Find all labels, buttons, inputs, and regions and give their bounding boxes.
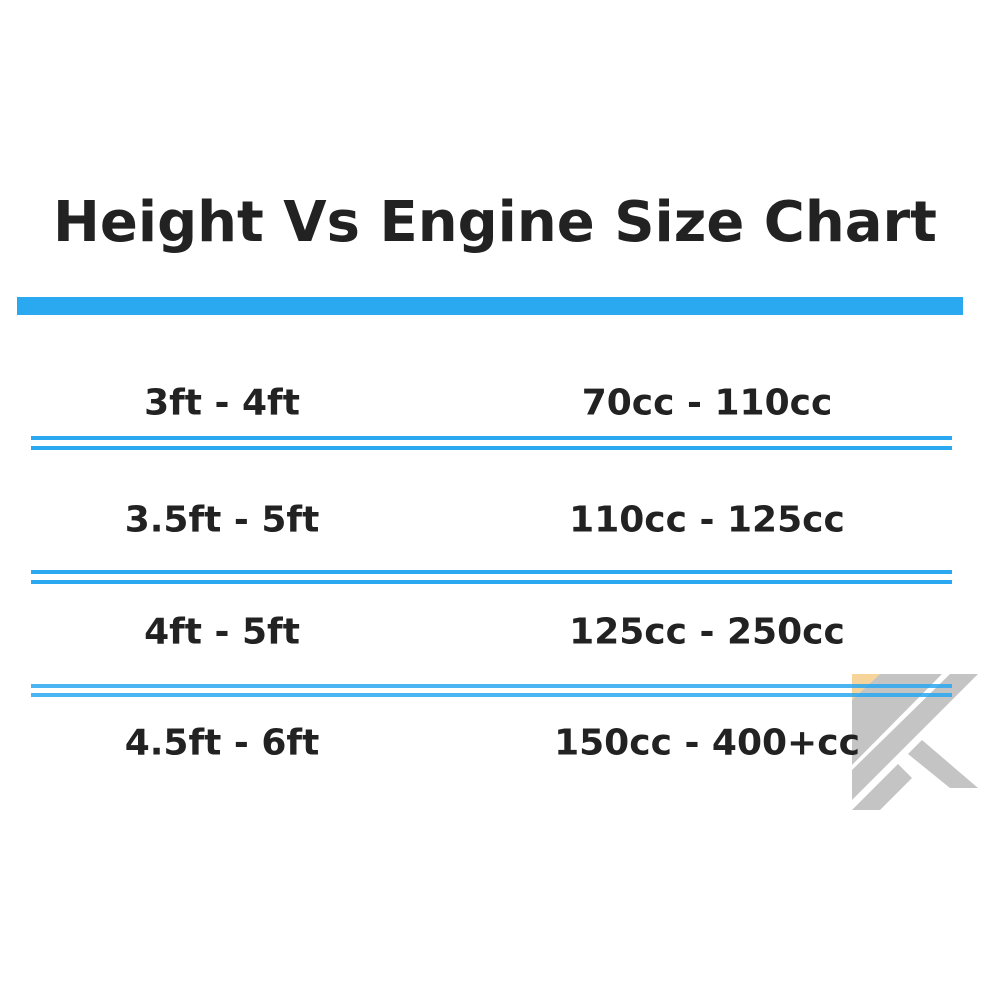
row-divider — [31, 570, 952, 574]
row-divider — [31, 436, 952, 440]
table-cell-height: 4.5ft - 6ft — [124, 722, 320, 764]
table-cell-height: 3ft - 4ft — [144, 382, 300, 424]
chart-title: Height Vs Engine Size Chart — [53, 190, 937, 255]
table-cell-engine: 110cc - 125cc — [569, 499, 845, 541]
table-cell-engine: 125cc - 250cc — [569, 611, 845, 653]
table-cell-height: 4ft - 5ft — [144, 611, 300, 653]
row-divider — [31, 580, 952, 584]
row-divider — [31, 693, 952, 697]
table-cell-height: 3.5ft - 5ft — [124, 499, 320, 541]
row-divider — [31, 446, 952, 450]
row-divider — [31, 684, 952, 688]
table-cell-engine: 150cc - 400+cc — [554, 722, 860, 764]
header-divider — [17, 297, 963, 315]
table-cell-engine: 70cc - 110cc — [581, 382, 833, 424]
